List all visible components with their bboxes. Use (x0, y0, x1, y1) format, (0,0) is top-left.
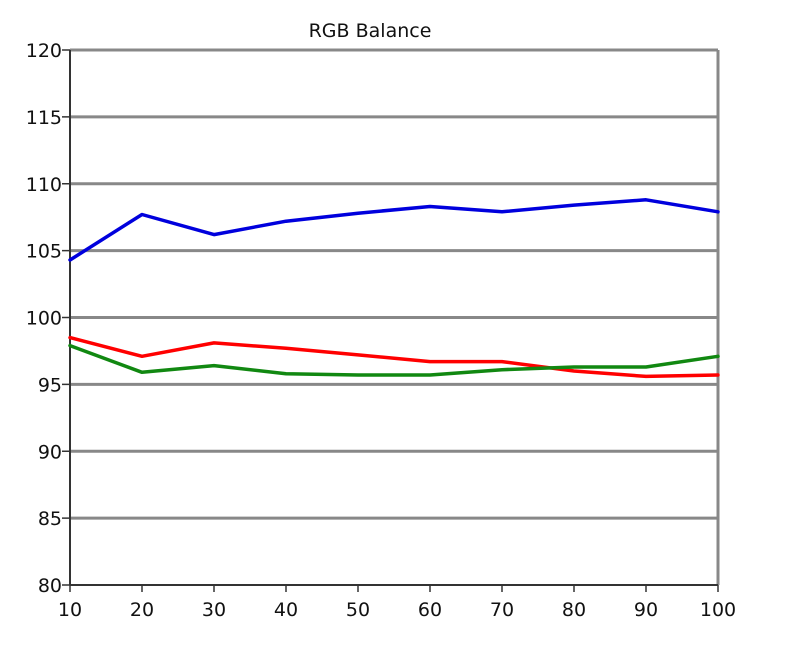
y-tick-label-95: 95 (38, 374, 62, 396)
x-tick-label-90: 90 (634, 599, 658, 621)
series-lines (68, 198, 720, 379)
tick-labels: 80 85 90 95 100 105 110 115 120 10 20 30 40 50 60 70 80 9… (26, 40, 736, 621)
y-tick-label-105: 105 (26, 241, 62, 263)
x-tick-label-40: 40 (274, 599, 298, 621)
series-green-line (68, 343, 720, 377)
y-tick-label-100: 100 (26, 308, 62, 330)
y-tick-label-90: 90 (38, 441, 62, 463)
x-tick-label-10: 10 (58, 599, 82, 621)
y-tick-label-115: 115 (26, 107, 62, 129)
axis-ticks (62, 49, 719, 592)
x-tick-label-60: 60 (418, 599, 442, 621)
x-tick-label-80: 80 (562, 599, 586, 621)
y-tick-label-85: 85 (38, 508, 62, 530)
x-tick-label-20: 20 (130, 599, 154, 621)
y-tick-label-110: 110 (26, 174, 62, 196)
chart-title: RGB Balance (308, 20, 432, 42)
y-tick-label-120: 120 (26, 40, 62, 62)
gridlines (70, 48, 718, 520)
series-red-line (68, 335, 720, 379)
x-tick-label-70: 70 (490, 599, 514, 621)
x-tick-label-50: 50 (346, 599, 370, 621)
x-tick-label-30: 30 (202, 599, 226, 621)
y-tick-label-80: 80 (38, 575, 62, 597)
x-tick-label-100: 100 (700, 599, 736, 621)
series-blue-line (68, 198, 720, 262)
